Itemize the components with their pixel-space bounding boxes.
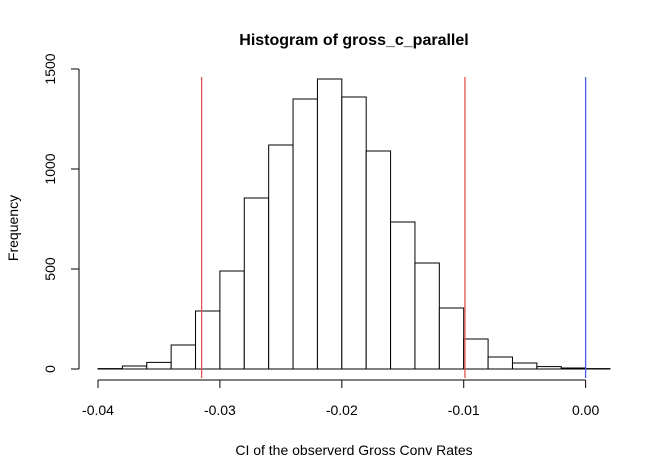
y-tick-label: 0 — [42, 365, 58, 373]
y-axis: 0 500 1000 1500 — [42, 53, 79, 373]
histogram-bar — [512, 363, 536, 369]
histogram-bar — [366, 151, 390, 369]
x-axis-label: CI of the observerd Gross Conv Rates — [235, 442, 472, 458]
histogram-bar — [537, 367, 561, 369]
histogram-bar — [196, 311, 220, 369]
chart-title: Histogram of gross_c_parallel — [239, 32, 468, 49]
histogram-bar — [488, 357, 512, 369]
y-tick-label: 1500 — [42, 53, 58, 84]
y-tick-label: 1000 — [42, 153, 58, 184]
x-axis: -0.04 -0.03 -0.02 -0.01 0.00 — [82, 380, 599, 418]
histogram-bar — [561, 368, 585, 369]
histogram-bar — [220, 271, 244, 369]
x-tick-label: -0.02 — [326, 402, 358, 418]
y-tick-label: 500 — [42, 257, 58, 281]
x-tick-label: -0.01 — [448, 402, 480, 418]
histogram-bar — [439, 308, 463, 369]
bars-group — [98, 79, 610, 369]
histogram-bar — [342, 97, 366, 369]
x-tick-label: -0.04 — [82, 402, 114, 418]
histogram-bar — [391, 222, 415, 369]
histogram-bar — [415, 263, 439, 369]
histogram-bar — [464, 339, 488, 369]
histogram-bar — [317, 79, 341, 369]
histogram-bar — [269, 145, 293, 369]
y-axis-label: Frequency — [5, 195, 21, 261]
histogram-bar — [147, 362, 171, 369]
histogram-bar — [122, 366, 146, 369]
histogram-bar — [244, 198, 268, 369]
histogram-bar — [293, 99, 317, 369]
histogram-bar — [171, 345, 195, 369]
x-tick-label: 0.00 — [572, 402, 599, 418]
x-tick-label: -0.03 — [204, 402, 236, 418]
